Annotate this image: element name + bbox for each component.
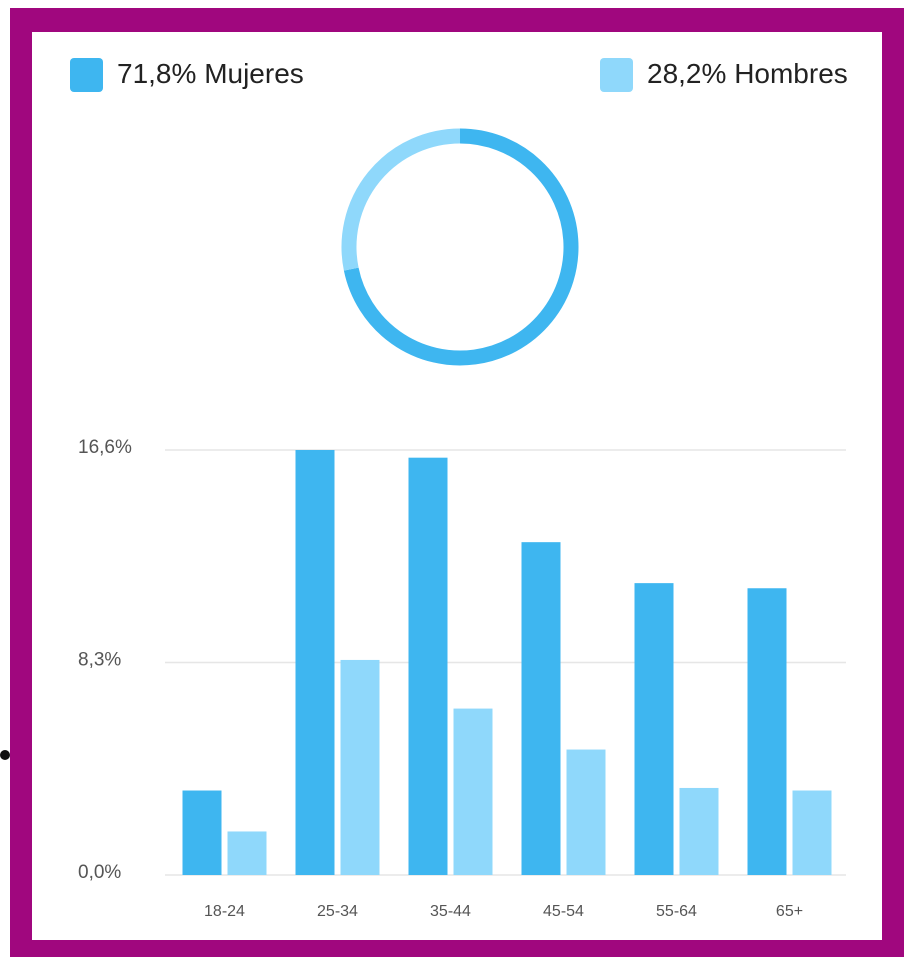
x-tick-label: 18-24 xyxy=(204,903,245,920)
x-tick-label: 45-54 xyxy=(543,903,584,920)
x-tick-label: 35-44 xyxy=(430,903,471,920)
bar xyxy=(408,457,448,875)
legend-value: 28,2% xyxy=(647,58,726,89)
x-tick-label: 25-34 xyxy=(317,903,358,920)
donut-segment xyxy=(341,128,461,271)
bar xyxy=(227,831,267,875)
bar xyxy=(182,790,222,875)
bar xyxy=(679,787,719,875)
legend-swatch xyxy=(70,58,103,92)
y-tick-label: 0,0% xyxy=(78,862,121,883)
legend-label: 28,2% Hombres xyxy=(647,58,848,89)
legend-swatch xyxy=(600,58,633,92)
bar xyxy=(295,450,335,875)
dot xyxy=(0,750,10,760)
legend-label: 71,8% Mujeres xyxy=(117,58,304,89)
legend-name: Mujeres xyxy=(204,58,304,89)
bar xyxy=(634,583,674,875)
legend-value: 71,8% xyxy=(117,58,196,89)
x-tick-label: 65+ xyxy=(776,903,803,920)
x-tick-label: 55-64 xyxy=(656,903,697,920)
bar xyxy=(792,790,832,875)
legend-name: Hombres xyxy=(734,58,848,89)
y-tick-label: 16,6% xyxy=(78,437,132,458)
donut-segment xyxy=(343,128,579,366)
bar xyxy=(521,542,561,875)
bar xyxy=(747,588,787,875)
bar xyxy=(566,749,606,875)
bar xyxy=(340,659,380,875)
bar xyxy=(453,708,493,875)
y-tick-label: 8,3% xyxy=(78,650,121,671)
